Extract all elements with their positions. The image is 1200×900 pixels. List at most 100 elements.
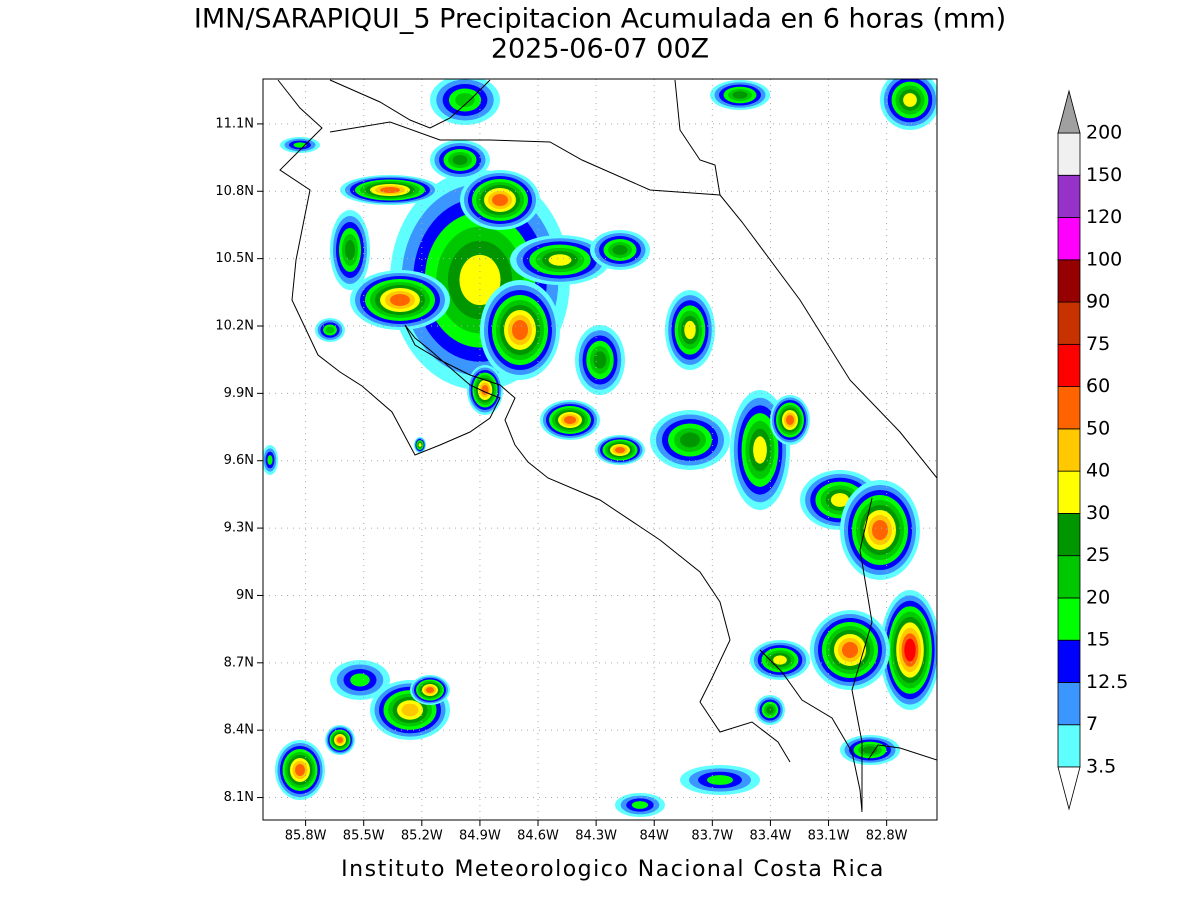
precip-contour	[380, 187, 400, 193]
precip-contour	[684, 320, 696, 340]
precip-contour	[345, 240, 355, 260]
precip-contour	[773, 655, 787, 665]
colorbar-label: 7	[1086, 713, 1098, 735]
colorbar-box	[1057, 132, 1081, 176]
axes: 85.8W 85.5W 85.2W 84.9W 84.6W 84.3W 84W 83.7W 83…	[215, 116, 907, 843]
precip-contour	[766, 706, 774, 714]
y-tick-label: 8.4N	[224, 723, 254, 738]
colorbar-label: 40	[1086, 460, 1110, 482]
border-panama	[851, 497, 873, 810]
colorbar-label: 30	[1086, 502, 1110, 524]
colorbar-label: 120	[1086, 206, 1122, 228]
precip-contour	[903, 93, 917, 107]
y-tick-label: 9N	[236, 588, 254, 603]
precip-contour	[842, 642, 858, 658]
colorbar-box	[1057, 259, 1081, 303]
osa-coast	[759, 649, 863, 813]
lake-nicaragua	[329, 79, 491, 129]
colorbar-label: 200	[1086, 122, 1122, 144]
precip-contour	[786, 415, 794, 425]
colorbar-box	[1057, 174, 1081, 218]
precip-contour	[455, 93, 475, 107]
colorbar-label: 50	[1086, 417, 1110, 439]
precip-contour	[512, 320, 528, 340]
colorbar-box	[1057, 386, 1081, 430]
grid	[263, 79, 937, 820]
precip-contour	[426, 687, 434, 693]
precip-contour	[564, 416, 576, 424]
precip-contour	[904, 638, 916, 662]
colorbar-box	[1057, 724, 1081, 768]
precip-contour	[337, 737, 343, 743]
precip-contour	[707, 775, 733, 785]
colorbar-label: 100	[1086, 248, 1122, 270]
colorbar-label: 75	[1086, 333, 1110, 355]
x-tick-label: 83.7W	[691, 829, 733, 844]
precip-contour	[390, 294, 410, 306]
precip-contour	[401, 703, 419, 717]
colorbar-label: 20	[1086, 586, 1110, 608]
precip-contour	[612, 245, 628, 255]
x-tick-label: 83.4W	[750, 829, 792, 844]
y-tick-label: 10.5N	[215, 251, 254, 266]
colorbar-label: 15	[1086, 629, 1110, 651]
footer: Instituto Meteorologico Nacional Costa R…	[341, 857, 885, 882]
colorbar-box	[1057, 217, 1081, 261]
caribbean-coast	[674, 79, 937, 479]
precip-contour	[680, 432, 700, 448]
x-tick-label: 83.1W	[808, 829, 850, 844]
colorbar: 3.5 7 12.5 15 20 25 30 40 50 60 75 90 100 120 150 200	[1057, 89, 1128, 811]
colorbar-label: 60	[1086, 375, 1110, 397]
colorbar-box	[1057, 555, 1081, 599]
y-tick-label: 9.3N	[224, 521, 254, 536]
colorbar-box	[1057, 470, 1081, 514]
y-tick-label: 11.1N	[215, 116, 254, 131]
precip-contour	[732, 91, 748, 99]
colorbar-box	[1057, 513, 1081, 557]
precip-contour	[830, 493, 850, 507]
colorbar-box	[1057, 343, 1081, 388]
colorbar-label: 90	[1086, 291, 1110, 313]
precip-contour	[267, 455, 273, 465]
colorbar-box	[1057, 639, 1081, 683]
precip-contour	[548, 254, 572, 266]
x-tick-label: 84.9W	[459, 829, 501, 844]
colorbar-over	[1057, 89, 1081, 134]
colorbar-box	[1057, 428, 1081, 472]
panama-coast	[867, 744, 937, 761]
y-tick-label: 9.6N	[224, 453, 254, 468]
precip-contour	[593, 351, 607, 369]
colorbar-label: 150	[1086, 164, 1122, 186]
y-tick-label: 8.1N	[224, 790, 254, 805]
precip-contour	[872, 520, 888, 540]
y-tick-label: 10.8N	[215, 184, 254, 199]
precip-contour	[753, 436, 767, 464]
colorbar-label: 3.5	[1086, 756, 1116, 778]
x-tick-label: 85.8W	[285, 829, 327, 844]
border-nicaragua	[329, 121, 721, 196]
precip-contour	[325, 326, 335, 334]
colorbar-box	[1057, 597, 1081, 641]
precip-contour	[615, 447, 625, 453]
y-tick-label: 8.7N	[224, 655, 254, 670]
x-tick-label: 84W	[640, 829, 670, 844]
precip-contour	[418, 443, 422, 447]
colorbar-label: 25	[1086, 544, 1110, 566]
precip-contour	[295, 764, 305, 776]
precip-contour	[350, 673, 370, 687]
y-tick-label: 9.9N	[224, 386, 254, 401]
x-tick-label: 84.3W	[575, 829, 617, 844]
colorbar-box	[1057, 301, 1081, 345]
plot-frame	[262, 78, 938, 821]
coastlines	[277, 79, 937, 813]
precip-contour	[452, 155, 468, 165]
precip-contour	[459, 254, 501, 306]
precip-field	[263, 79, 937, 817]
map-subtitle: 2025-06-07 00Z	[491, 34, 709, 65]
y-tick-label: 10.2N	[215, 319, 254, 334]
colorbar-box	[1057, 682, 1081, 726]
x-tick-label: 85.5W	[343, 829, 385, 844]
x-tick-label: 84.6W	[517, 829, 559, 844]
map-title: IMN/SARAPIQUI_5 Precipitacion Acumulada …	[194, 4, 1006, 35]
